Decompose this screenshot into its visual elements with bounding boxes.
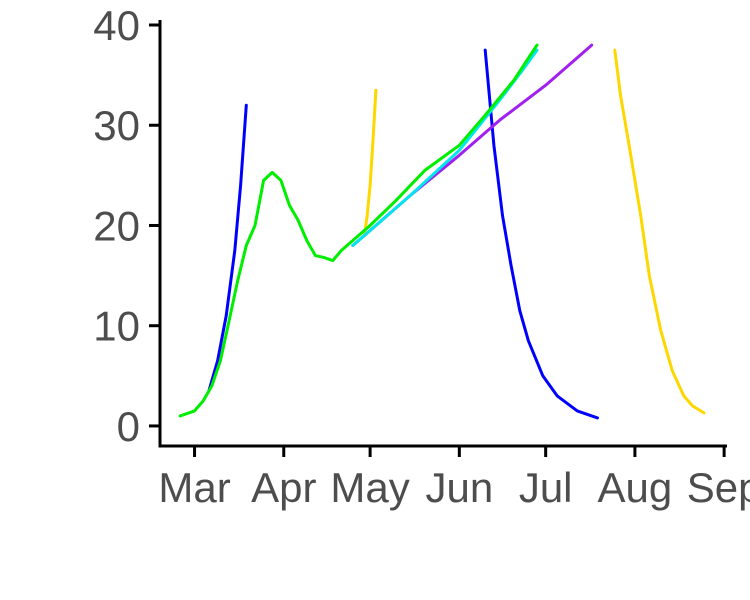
series-line-2 [483, 48, 599, 420]
x-tick-label: Jul [519, 464, 573, 511]
y-tick-label: 30 [93, 102, 140, 149]
series-line-4 [613, 48, 706, 415]
ticks-layer: Mar Apr May Jun Jul Aug Sep 0 10 20 30 40 [93, 2, 750, 511]
series-layer [178, 43, 706, 420]
x-tick-label: Jun [425, 464, 493, 511]
axes-layer [158, 20, 727, 448]
x-tick-label: May [330, 464, 409, 511]
x-tick-label: Mar [158, 464, 230, 511]
x-tick-label: Sep [687, 464, 750, 511]
y-tick-label: 40 [93, 2, 140, 49]
series-line-1 [207, 103, 248, 393]
series-line-3 [362, 88, 378, 237]
series-line-6 [351, 48, 539, 247]
y-tick-label: 0 [117, 403, 140, 450]
series-line-7 [178, 43, 539, 418]
x-tick-label: Apr [251, 464, 316, 511]
y-tick-label: 20 [93, 202, 140, 249]
y-tick-label: 10 [93, 303, 140, 350]
x-tick-label: Aug [598, 464, 673, 511]
